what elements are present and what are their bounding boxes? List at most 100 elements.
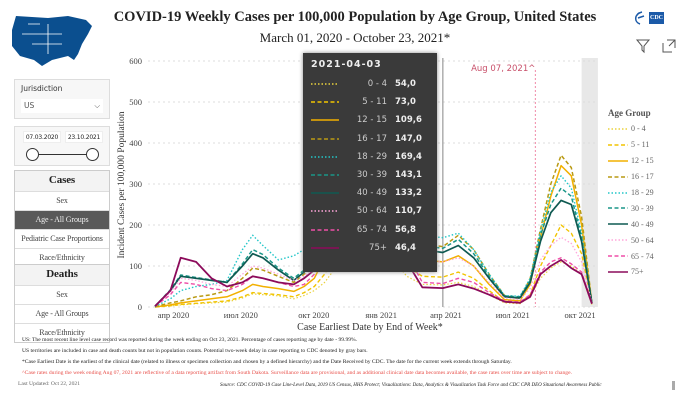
- chevron-down-icon: ⌵: [94, 101, 100, 110]
- filter-icon[interactable]: [635, 38, 651, 54]
- x-tick-label: июл 2020: [224, 310, 258, 320]
- legend-label: 50 - 64: [631, 235, 654, 245]
- cases-nav-title: Cases: [15, 171, 109, 191]
- tooltip-age-group: 65 - 74: [356, 224, 387, 235]
- deaths-nav: Deaths Sex Age - All Groups Race/Ethnici…: [14, 264, 110, 343]
- jurisdiction-value: US: [24, 101, 35, 110]
- annotation-label: Aug 07, 2021^: [471, 64, 535, 74]
- end-date-handle[interactable]: [86, 148, 99, 161]
- date-range-slicer: 07.03.2020 23.10.2021: [14, 126, 110, 166]
- tooltip-swatch-icon: [311, 137, 339, 140]
- x-axis-title: Case Earliest Date by End of Week*: [297, 322, 443, 333]
- legend-item[interactable]: 0 - 4: [608, 121, 654, 137]
- tooltip-value: 110,7: [395, 206, 422, 217]
- chart-tooltip: 2021-04-03 0 - 4 54,0 5 - 11 73,0 12 - 15 109…: [303, 53, 437, 272]
- legend-label: 12 - 15: [631, 156, 654, 166]
- legend-item[interactable]: 5 - 11: [608, 137, 654, 153]
- jurisdiction-dropdown[interactable]: US ⌵: [21, 99, 103, 113]
- legend-swatch-icon: [608, 144, 628, 146]
- legend-swatch-icon: [608, 239, 628, 241]
- legend-item[interactable]: 16 - 17: [608, 169, 654, 185]
- tooltip-swatch-icon: [311, 228, 339, 231]
- tooltip-age-group: 5 - 11: [362, 97, 387, 108]
- tooltip-age-group: 30 - 39: [356, 170, 387, 181]
- tooltip-date: 2021-04-03: [311, 59, 382, 70]
- deaths-nav-sex[interactable]: Sex: [15, 285, 109, 304]
- tooltip-age-group: 0 - 4: [367, 79, 387, 90]
- legend-swatch-icon: [608, 128, 628, 130]
- tooltip-value: 54,0: [395, 79, 416, 90]
- deaths-nav-age-all-groups[interactable]: Age - All Groups: [15, 304, 109, 323]
- x-tick-label: апр 2020: [158, 310, 190, 320]
- tooltip-swatch-icon: [311, 101, 339, 104]
- focus-mode-icon[interactable]: [661, 38, 677, 54]
- page-subtitle: March 01, 2020 - October 23, 2021*: [259, 30, 451, 45]
- deaths-nav-title: Deaths: [15, 265, 109, 285]
- tooltip-swatch-icon: [311, 83, 339, 85]
- tooltip-row: 18 - 29 169,4: [311, 148, 429, 166]
- tooltip-value: 109,6: [395, 115, 422, 126]
- cases-nav-pediatric[interactable]: Pediatric Case Proportions: [15, 229, 109, 248]
- cdc-logo-text: CDC: [649, 12, 664, 24]
- tooltip-row: 0 - 4 54,0: [311, 75, 429, 93]
- cases-nav-race-ethnicity[interactable]: Race/Ethnicity: [15, 248, 109, 267]
- scrollbar[interactable]: [672, 381, 675, 390]
- legend: Age Group 0 - 4 5 - 11 12 - 15 16 - 17 18 - …: [608, 108, 654, 280]
- legend-label: 40 - 49: [631, 219, 654, 229]
- legend-label: 18 - 29: [631, 188, 654, 197]
- legend-swatch-icon: [608, 191, 628, 194]
- x-tick-label: окт 2020: [298, 310, 329, 320]
- start-date-input[interactable]: 07.03.2020: [23, 131, 61, 143]
- x-tick-label: апр 2021: [430, 310, 462, 320]
- legend-swatch-icon: [608, 271, 628, 273]
- tooltip-row: 12 - 15 109,6: [311, 111, 429, 129]
- us-map-logo: [12, 16, 92, 66]
- tooltip-value: 133,2: [395, 188, 422, 199]
- legend-item[interactable]: 65 - 74: [608, 248, 654, 264]
- legend-item[interactable]: 40 - 49: [608, 216, 654, 232]
- cases-nav-age-all-groups[interactable]: Age - All Groups: [15, 210, 109, 229]
- end-date-input[interactable]: 23.10.2021: [65, 131, 103, 143]
- last-updated: Last Updated: Oct 22, 2021: [18, 381, 80, 387]
- cdc-logo: CDC: [632, 10, 664, 26]
- tooltip-row: 40 - 49 133,2: [311, 184, 429, 202]
- x-tick-label: янв 2021: [365, 310, 397, 320]
- legend-item[interactable]: 75+: [608, 264, 654, 280]
- deaths-nav-race-ethnicity[interactable]: Race/Ethnicity: [15, 323, 109, 342]
- page-title: COVID-19 Weekly Cases per 100,000 Popula…: [113, 9, 597, 25]
- legend-item[interactable]: 30 - 39: [608, 200, 654, 216]
- start-date-handle[interactable]: [26, 148, 39, 161]
- tooltip-swatch-icon: [311, 119, 339, 122]
- tooltip-age-group: 40 - 49: [356, 188, 387, 199]
- tooltip-row: 65 - 74 56,8: [311, 221, 429, 239]
- legend-label: 30 - 39: [631, 203, 654, 213]
- legend-swatch-icon: [608, 255, 628, 257]
- tooltip-row: 5 - 11 73,0: [311, 93, 429, 111]
- tooltip-age-group: 18 - 29: [356, 151, 387, 162]
- y-tick-label: 500: [129, 97, 142, 107]
- cases-nav: Cases Sex Age - All Groups Pediatric Cas…: [14, 170, 110, 268]
- tooltip-value: 73,0: [395, 97, 416, 108]
- tooltip-row: 30 - 39 143,1: [311, 166, 429, 184]
- tooltip-value: 169,4: [395, 151, 422, 162]
- tooltip-row: 75+ 46,4: [311, 239, 429, 257]
- tooltip-age-group: 50 - 64: [356, 206, 387, 217]
- legend-item[interactable]: 12 - 15: [608, 153, 654, 169]
- tooltip-swatch-icon: [311, 246, 339, 249]
- tooltip-value: 143,1: [395, 170, 422, 181]
- tooltip-row: 16 - 17 147,0: [311, 130, 429, 148]
- series-line-50-64: [154, 154, 593, 307]
- cases-nav-sex[interactable]: Sex: [15, 191, 109, 210]
- legend-label: 65 - 74: [631, 251, 654, 261]
- legend-label: 5 - 11: [631, 140, 650, 150]
- legend-swatch-icon: [608, 175, 628, 178]
- y-tick-label: 400: [129, 138, 142, 148]
- tooltip-swatch-icon: [311, 210, 339, 213]
- y-tick-label: 0: [138, 302, 142, 312]
- date-slider-track: [33, 154, 93, 155]
- note-line-4: ^Case rates during the week ending Aug 0…: [22, 370, 572, 376]
- jurisdiction-slicer: Jurisdiction US ⌵: [14, 79, 110, 119]
- legend-item[interactable]: 18 - 29: [608, 185, 654, 201]
- legend-item[interactable]: 50 - 64: [608, 232, 654, 248]
- tooltip-age-group: 16 - 17: [356, 133, 387, 144]
